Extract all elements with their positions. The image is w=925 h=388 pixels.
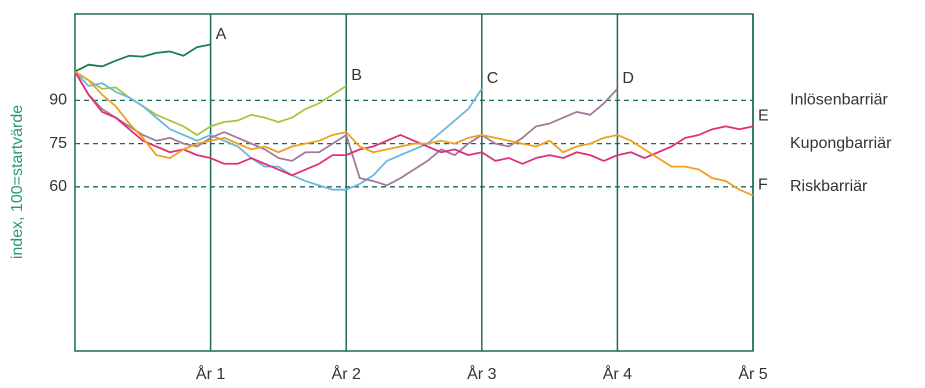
x-tick-label: År 1 [196, 364, 225, 383]
series-line [74, 70, 347, 136]
x-tick-label: År 3 [467, 364, 496, 383]
x-tick-label: År 5 [738, 364, 767, 383]
barrier-label: Kupongbarriär [790, 135, 892, 152]
y-axis-label: index, 100=startvärde [9, 105, 26, 259]
barrier-label: Riskbarriär [790, 178, 868, 195]
series-label: A [216, 26, 227, 43]
series-line [74, 70, 483, 191]
y-tick-label: 75 [49, 135, 67, 152]
series-line [74, 71, 619, 187]
series-label: E [758, 108, 769, 125]
series-label: D [622, 70, 634, 87]
x-tick-label: År 4 [603, 364, 632, 383]
series-label: B [351, 67, 362, 84]
series-label: F [758, 177, 768, 194]
y-tick-label: 90 [49, 92, 67, 109]
plot-frame [74, 13, 754, 352]
y-tick-label: 60 [49, 178, 67, 195]
series-line [74, 70, 754, 197]
series-line [74, 43, 211, 73]
series-label: C [487, 70, 499, 87]
x-tick-label: År 2 [332, 364, 361, 383]
barrier-label: Inlösenbarriär [790, 92, 889, 109]
series-line [74, 71, 754, 177]
